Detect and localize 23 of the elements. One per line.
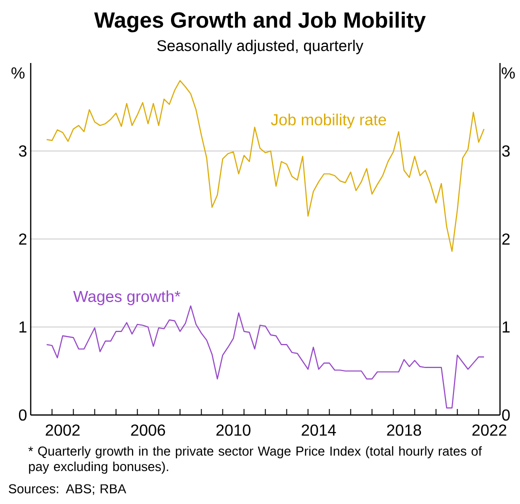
series-label: Wages growth* xyxy=(73,290,180,306)
y-tick-label: 2 xyxy=(19,233,26,245)
x-tick-label: 2006 xyxy=(131,424,166,436)
y2-tick-label: 3 xyxy=(502,145,510,157)
x-tick-label: 2022 xyxy=(472,424,506,436)
x-tick-label: 2010 xyxy=(216,424,250,436)
x-tick-label: 2002 xyxy=(46,424,80,436)
chart-title: Wages Growth and Job Mobility xyxy=(94,12,426,32)
series-label: Job mobility rate xyxy=(270,114,386,129)
text: * Quarterly growth in the private sector Wage Price Index (total hourly rates of pay excluding bonuses). xyxy=(28,446,482,474)
y2-tick-label: 2 xyxy=(502,233,510,245)
y2-axis-title: % xyxy=(502,67,515,79)
line-series xyxy=(46,80,485,252)
chart-subtitle: Seasonally adjusted, quarterly xyxy=(157,40,364,54)
x-tick-label: 2018 xyxy=(387,424,422,436)
x-tick-label: 2014 xyxy=(302,424,336,436)
y-tick-label: 3 xyxy=(18,145,26,157)
y-tick-label: 1 xyxy=(20,322,26,332)
y2-tick-label: 0 xyxy=(502,409,510,421)
source-note: Sources: ABS; RBA xyxy=(8,484,126,495)
y-axis-title: % xyxy=(11,67,25,79)
y2-tick-label: 1 xyxy=(502,322,510,332)
y-tick-label: 0 xyxy=(18,409,27,421)
